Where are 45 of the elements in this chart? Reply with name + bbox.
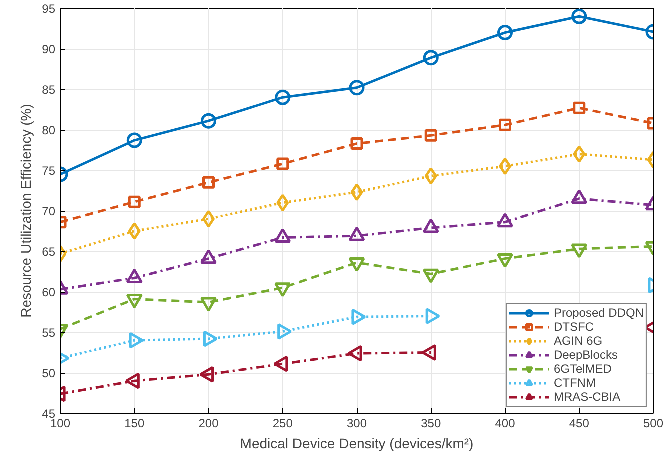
point xyxy=(203,330,218,348)
point xyxy=(498,25,513,41)
x-tick-label: 250 xyxy=(272,416,294,430)
x-tick-label: 300 xyxy=(346,416,368,430)
point xyxy=(278,323,292,340)
y-tick-label: 75 xyxy=(42,164,56,178)
point xyxy=(423,50,439,66)
y-tick-label: 60 xyxy=(42,286,56,300)
legend-label: DTSFC xyxy=(554,320,594,334)
y-tick-label: 85 xyxy=(42,83,56,97)
y-tick-label: 95 xyxy=(42,2,56,16)
point xyxy=(422,344,436,361)
legend-label: Proposed DDQN xyxy=(554,306,644,320)
point xyxy=(276,194,290,212)
x-axis-title: Medical Device Density (devices/km²) xyxy=(240,436,474,452)
y-tick-label: 50 xyxy=(42,366,56,380)
legend-label: AGIN 6G xyxy=(554,334,603,348)
point xyxy=(424,167,438,185)
x-tick-label: 200 xyxy=(198,416,220,430)
point xyxy=(276,158,290,170)
point xyxy=(349,80,365,96)
point xyxy=(499,118,512,132)
x-tick-label: 450 xyxy=(569,416,590,430)
legend-label: CTFNM xyxy=(554,376,596,390)
y-tick-label: 90 xyxy=(42,42,56,56)
y-tick-label: 80 xyxy=(42,124,56,138)
point xyxy=(201,113,216,129)
y-tick-label: 55 xyxy=(42,326,56,340)
point xyxy=(202,176,215,189)
legend-label: MRAS-CBIA xyxy=(554,390,621,404)
x-tick-label: 350 xyxy=(421,416,442,430)
x-tick-label: 400 xyxy=(495,416,516,430)
x-tick-label: 100 xyxy=(50,416,71,430)
y-axis-title: Resource Utilization Efficiency (%) xyxy=(18,104,34,318)
x-tick-label: 500 xyxy=(643,416,663,430)
point xyxy=(424,129,438,142)
point xyxy=(129,332,144,349)
legend-label: DeepBlocks xyxy=(554,348,618,362)
y-tick-label: 70 xyxy=(42,204,56,218)
y-tick-label: 65 xyxy=(42,245,56,259)
legend-label: 6GTelMED xyxy=(554,362,612,376)
point xyxy=(350,184,364,202)
point xyxy=(350,138,364,150)
point xyxy=(275,90,291,106)
x-tick-label: 150 xyxy=(124,416,145,430)
